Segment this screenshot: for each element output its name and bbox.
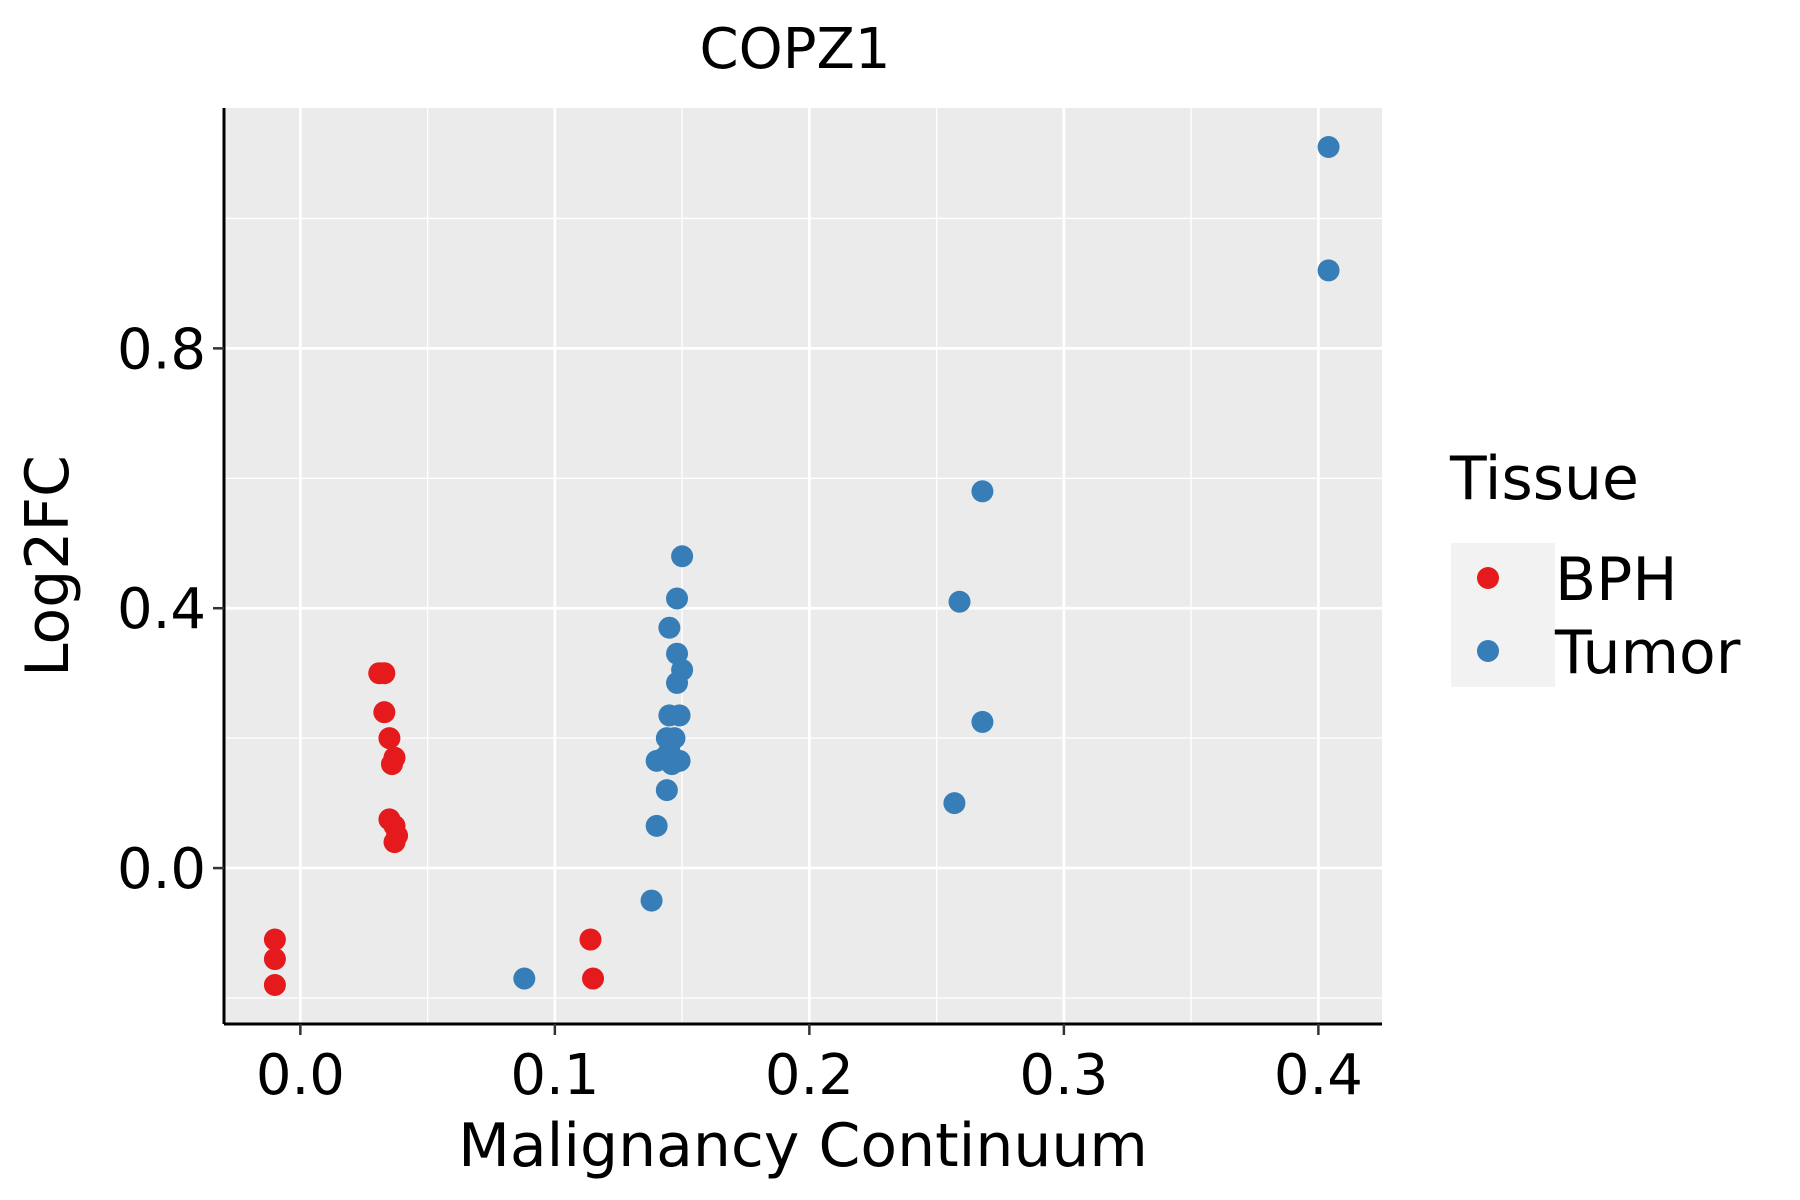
legend-label-tumor: Tumor <box>1554 618 1741 688</box>
point-tumor-19 <box>943 792 966 815</box>
point-tumor-1 <box>640 889 663 912</box>
point-bph-13 <box>579 928 602 951</box>
point-tumor-18 <box>671 545 694 568</box>
point-tumor-15 <box>666 642 689 665</box>
legend-key-background <box>1451 543 1555 687</box>
point-tumor-21 <box>948 590 971 613</box>
grid-minor <box>224 108 1382 1024</box>
point-tumor-2 <box>645 814 668 837</box>
data-points <box>263 135 1340 997</box>
plot-panel <box>224 108 1382 1024</box>
x-tick-label-2: 0.2 <box>765 1043 854 1108</box>
legend: Tissue BPH Tumor <box>1449 444 1741 688</box>
point-bph-4 <box>373 662 396 685</box>
chart-title: COPZ1 <box>700 17 891 82</box>
point-bph-8 <box>380 753 403 776</box>
point-bph-2 <box>263 974 286 997</box>
grid-major <box>224 108 1382 1024</box>
legend-key-bph <box>1477 567 1499 589</box>
point-tumor-10 <box>663 727 686 750</box>
point-tumor-16 <box>658 616 681 639</box>
point-tumor-17 <box>666 587 689 610</box>
point-tumor-23 <box>1317 259 1340 282</box>
point-tumor-20 <box>971 710 994 733</box>
point-tumor-3 <box>655 779 678 802</box>
legend-label-bph: BPH <box>1555 545 1677 615</box>
x-tick-label-4: 0.4 <box>1274 1043 1363 1108</box>
y-tick-label-1: 0.4 <box>117 577 206 642</box>
point-bph-5 <box>373 701 396 724</box>
point-bph-1 <box>263 948 286 971</box>
y-tick-label-0: 0.0 <box>117 837 206 902</box>
point-tumor-0 <box>513 967 536 990</box>
x-axis-ticks: 0.0 0.1 0.2 0.3 0.4 <box>256 1024 1363 1108</box>
point-bph-12 <box>383 831 406 854</box>
y-axis-label: Log2FC <box>13 455 83 677</box>
point-tumor-12 <box>668 704 691 727</box>
point-bph-0 <box>263 928 286 951</box>
x-tick-label-1: 0.1 <box>510 1043 599 1108</box>
y-tick-label-2: 0.8 <box>117 317 206 382</box>
x-axis-label: Malignancy Continuum <box>458 1111 1148 1181</box>
point-tumor-22 <box>971 480 994 503</box>
y-axis-ticks: 0.0 0.4 0.8 <box>117 317 224 902</box>
legend-key-tumor <box>1477 640 1499 662</box>
x-tick-label-0: 0.0 <box>256 1043 345 1108</box>
legend-title: Tissue <box>1449 444 1639 514</box>
x-tick-label-3: 0.3 <box>1019 1043 1108 1108</box>
point-tumor-24 <box>1317 135 1340 158</box>
point-bph-14 <box>582 967 605 990</box>
point-bph-6 <box>378 727 401 750</box>
